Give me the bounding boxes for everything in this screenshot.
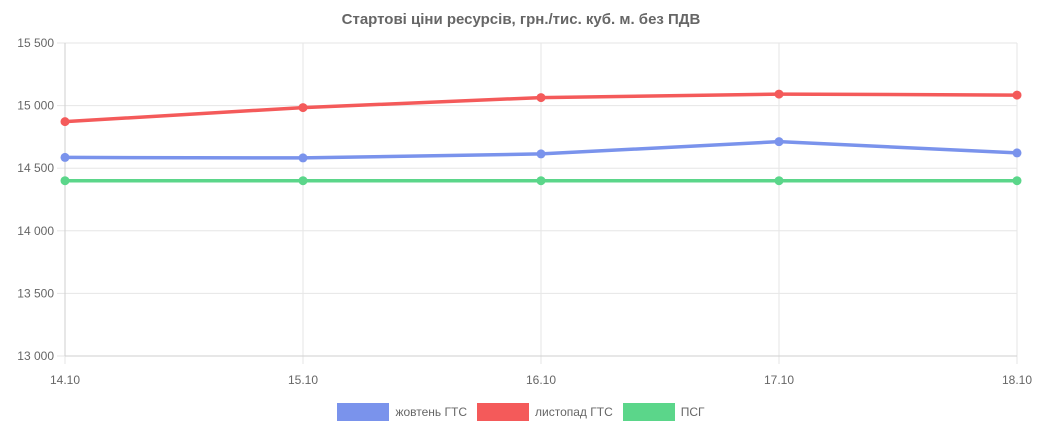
x-tick-label: 16.10 [526,373,556,387]
x-tick-label: 15.10 [288,373,318,387]
x-tick-label: 14.10 [50,373,80,387]
data-point[interactable] [774,89,784,99]
legend-label: листопад ГТС [535,405,613,419]
chart-title: Стартові ціни ресурсів, грн./тис. куб. м… [342,11,701,28]
data-point[interactable] [774,176,784,186]
chart-canvas: Стартові ціни ресурсів, грн./тис. куб. м… [17,11,1032,387]
legend-swatch [477,403,529,421]
y-tick-label: 15 500 [17,36,54,50]
legend-swatch [337,403,390,421]
data-point[interactable] [1012,176,1022,186]
data-point[interactable] [774,137,784,147]
data-point[interactable] [536,93,546,103]
legend-label: жовтень ГТС [395,405,467,419]
data-point[interactable] [60,117,70,127]
series-0 [60,137,1022,163]
data-point[interactable] [536,176,546,186]
data-point[interactable] [1012,148,1022,158]
grid-lines [57,42,1018,364]
data-point[interactable] [536,149,546,159]
legend-item[interactable]: ПСГ [622,403,705,421]
data-point[interactable] [298,153,308,163]
legend-label: ПСГ [680,405,705,419]
series-1 [60,89,1022,127]
y-tick-label: 13 000 [17,349,54,363]
x-tick-label: 17.10 [764,373,794,387]
x-tick-label: 18.10 [1002,373,1032,387]
data-point[interactable] [298,103,308,113]
data-point[interactable] [60,176,70,186]
y-tick-label: 15 000 [17,99,54,113]
legend-item[interactable]: листопад ГТС [477,403,613,421]
y-tick-label: 14 000 [17,224,54,238]
data-point[interactable] [1012,90,1022,100]
axes: 13 000 13 500 14 000 14 500 15 000 15 500 14.1… [17,36,1032,387]
series-lines [60,89,1022,186]
legend-item[interactable]: жовтень ГТС [337,403,467,421]
legend: жовтень ГТС листопад ГТС ПСГ [0,401,1042,423]
data-point[interactable] [298,176,308,186]
y-tick-label: 14 500 [17,161,54,175]
series-2 [60,176,1022,186]
legend-swatch [622,403,675,421]
y-tick-label: 13 500 [17,286,54,300]
data-point[interactable] [60,152,70,162]
